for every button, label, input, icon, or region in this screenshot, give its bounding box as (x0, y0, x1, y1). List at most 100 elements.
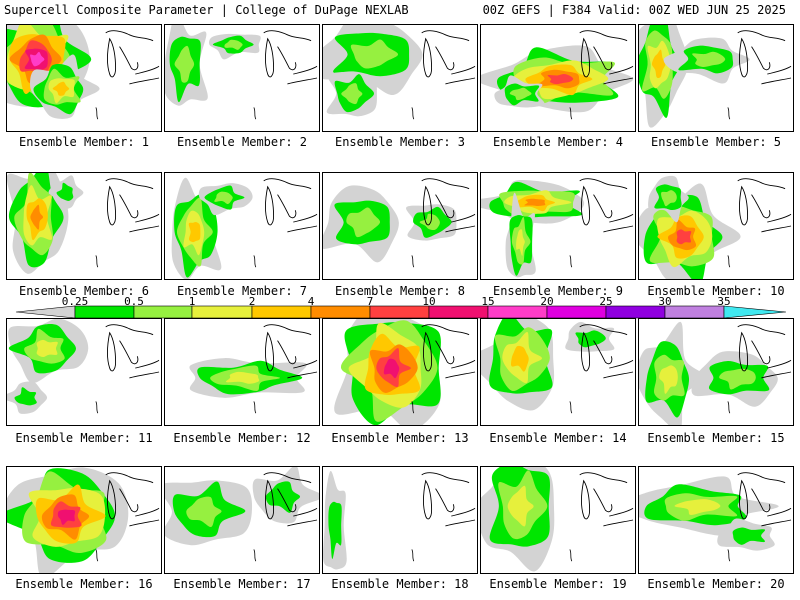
map-canvas (7, 25, 160, 120)
map-canvas (481, 30, 634, 120)
map-canvas (323, 25, 476, 120)
ensemble-member-map (480, 172, 636, 280)
color-scale-swatch (310, 305, 371, 319)
contour-fill (350, 39, 399, 69)
map-mark (95, 255, 99, 268)
great-lakes-outline (421, 324, 476, 379)
contour-fill (524, 198, 546, 206)
map-canvas (334, 319, 476, 425)
contour-fill (511, 345, 529, 372)
contour-fill (14, 387, 37, 406)
ensemble-member-label: Ensemble Member: 19 (489, 577, 627, 591)
map-canvas (171, 177, 318, 279)
contour-fill (383, 358, 400, 379)
map-mark (95, 401, 99, 414)
map-canvas (481, 467, 634, 572)
map-mark (727, 255, 731, 268)
great-lakes-outline (579, 324, 634, 379)
ensemble-member-label: Ensemble Member: 4 (492, 135, 624, 149)
map-mark (95, 107, 99, 120)
contour-fill (732, 527, 766, 545)
ensemble-member-label: Ensemble Member: 9 (492, 284, 624, 298)
contour-fill (36, 339, 58, 357)
color-scale-swatch (369, 305, 430, 319)
contour-fill (676, 229, 692, 245)
ensemble-member-map (164, 172, 320, 280)
map-canvas (7, 319, 160, 414)
ensemble-member-label: Ensemble Member: 10 (647, 284, 785, 298)
great-lakes-outline (579, 472, 634, 527)
contour-fill (659, 365, 678, 394)
contour-fill (57, 509, 76, 525)
great-lakes-outline (263, 178, 318, 233)
ensemble-member-map (480, 24, 636, 132)
ensemble-member-map (480, 318, 636, 426)
valid-time-label: 00Z GEFS | F384 Valid: 00Z WED JUN 25 20… (482, 3, 786, 17)
great-lakes-outline (737, 324, 792, 379)
ensemble-member-label: Ensemble Member: 8 (334, 284, 466, 298)
color-scale-swatch (546, 305, 607, 319)
great-lakes-outline (421, 178, 476, 233)
ensemble-member-map (164, 466, 320, 574)
ensemble-member-map (638, 466, 794, 574)
ensemble-member-map (638, 172, 794, 280)
contour-fill (507, 485, 534, 527)
contour-fill (174, 45, 195, 83)
ensemble-member-label: Ensemble Member: 20 (647, 577, 785, 591)
map-mark (727, 107, 731, 120)
contour-fill (30, 204, 44, 230)
color-scale-swatch (428, 305, 489, 319)
ensemble-member-label: Ensemble Member: 14 (489, 431, 627, 445)
color-scale-tick-label: 10 (422, 295, 436, 308)
ensemble-member-label: Ensemble Member: 15 (647, 431, 785, 445)
color-scale-swatch (723, 305, 787, 319)
map-canvas (639, 472, 792, 562)
ensemble-member-map (322, 318, 478, 426)
map-mark (569, 107, 573, 120)
map-canvas (639, 25, 792, 128)
contour-fill (214, 191, 233, 205)
color-scale-tick-label: 20 (540, 295, 554, 308)
ensemble-member-label: Ensemble Member: 18 (331, 577, 469, 591)
color-scale-tick-label: 15 (481, 295, 495, 308)
map-mark (727, 401, 731, 414)
map-mark (569, 401, 573, 414)
ensemble-member-label: Ensemble Member: 3 (334, 135, 466, 149)
great-lakes-outline (105, 472, 160, 527)
contour-fill (56, 182, 74, 201)
ensemble-member-map (6, 172, 162, 280)
map-mark (411, 401, 415, 414)
contour-fill (30, 51, 45, 67)
map-canvas (639, 175, 792, 279)
ensemble-member-map (6, 24, 162, 132)
contour-fill (547, 73, 574, 85)
great-lakes-outline (579, 30, 634, 85)
contour-fill (225, 371, 260, 384)
ensemble-member-map (6, 318, 162, 426)
great-lakes-outline (105, 324, 160, 379)
map-mark (727, 549, 731, 562)
contour-fill (651, 49, 666, 79)
contour-fill (188, 222, 201, 243)
contour-fill (341, 83, 363, 105)
ensemble-member-map (322, 24, 478, 132)
ensemble-member-label: Ensemble Member: 17 (173, 577, 311, 591)
color-scale-tick-label: 30 (658, 295, 672, 308)
contour-fill (186, 496, 222, 528)
ensemble-member-map (6, 466, 162, 574)
map-mark (253, 401, 257, 414)
great-lakes-outline (263, 472, 318, 527)
color-scale-tick-label: 1 (188, 295, 196, 308)
map-mark (569, 549, 573, 562)
great-lakes-outline (737, 178, 792, 233)
contour-fill (509, 87, 532, 101)
contour-fill (674, 499, 721, 515)
great-lakes-outline (421, 30, 476, 85)
color-scale-tick-label: 0.25 (61, 295, 89, 308)
ensemble-member-map (322, 466, 478, 574)
map-mark (95, 549, 99, 562)
ensemble-member-label: Ensemble Member: 16 (15, 577, 153, 591)
ensemble-member-map (638, 24, 794, 132)
ensemble-member-map (164, 24, 320, 132)
map-canvas (7, 467, 160, 573)
